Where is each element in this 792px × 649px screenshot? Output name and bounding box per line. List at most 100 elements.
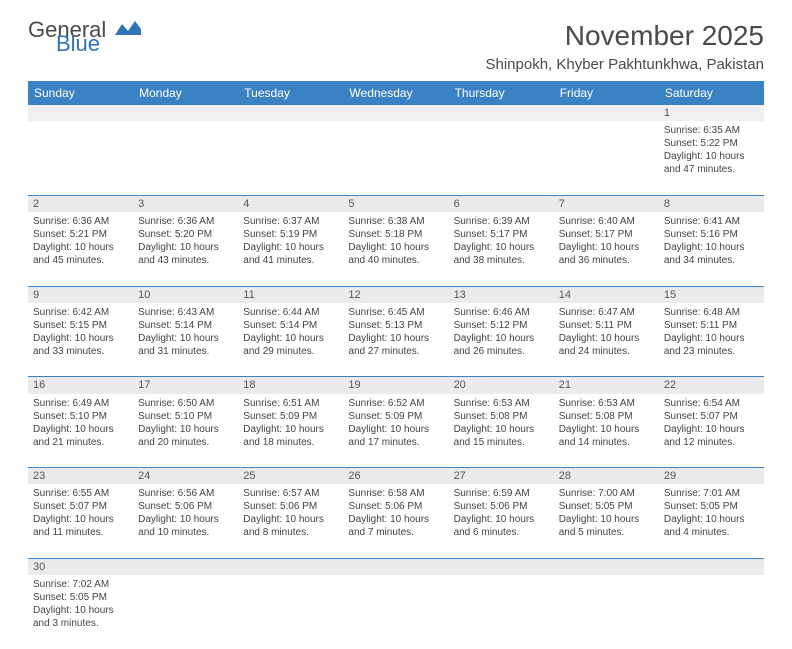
daylight-text-2: and 23 minutes. — [664, 345, 759, 358]
sunset-text: Sunset: 5:17 PM — [454, 228, 549, 241]
day-cell: Sunrise: 6:53 AMSunset: 5:08 PMDaylight:… — [449, 394, 554, 468]
daylight-text-2: and 3 minutes. — [33, 617, 128, 630]
daylight-text-1: Daylight: 10 hours — [33, 423, 128, 436]
sunset-text: Sunset: 5:06 PM — [243, 500, 338, 513]
day-cell — [554, 121, 659, 195]
sunset-text: Sunset: 5:20 PM — [138, 228, 233, 241]
day-cell: Sunrise: 6:42 AMSunset: 5:15 PMDaylight:… — [28, 303, 133, 377]
daylight-text-1: Daylight: 10 hours — [348, 241, 443, 254]
daylight-text-1: Daylight: 10 hours — [454, 423, 549, 436]
day-cell: Sunrise: 6:40 AMSunset: 5:17 PMDaylight:… — [554, 212, 659, 286]
daylight-text-1: Daylight: 10 hours — [33, 332, 128, 345]
sunrise-text: Sunrise: 6:58 AM — [348, 487, 443, 500]
sunrise-text: Sunrise: 6:59 AM — [454, 487, 549, 500]
week-row: Sunrise: 6:35 AMSunset: 5:22 PMDaylight:… — [28, 121, 764, 195]
sunrise-text: Sunrise: 6:44 AM — [243, 306, 338, 319]
day-number-cell — [554, 105, 659, 121]
sunrise-text: Sunrise: 6:37 AM — [243, 215, 338, 228]
daylight-text-1: Daylight: 10 hours — [454, 513, 549, 526]
day-cell: Sunrise: 6:35 AMSunset: 5:22 PMDaylight:… — [659, 121, 764, 195]
day-cell: Sunrise: 6:44 AMSunset: 5:14 PMDaylight:… — [238, 303, 343, 377]
daylight-text-1: Daylight: 10 hours — [348, 513, 443, 526]
sunrise-text: Sunrise: 6:47 AM — [559, 306, 654, 319]
sunset-text: Sunset: 5:07 PM — [664, 410, 759, 423]
daylight-text-2: and 8 minutes. — [243, 526, 338, 539]
day-number-cell: 25 — [238, 468, 343, 485]
daylight-text-1: Daylight: 10 hours — [664, 150, 759, 163]
sunset-text: Sunset: 5:18 PM — [348, 228, 443, 241]
sunset-text: Sunset: 5:06 PM — [454, 500, 549, 513]
sunset-text: Sunset: 5:12 PM — [454, 319, 549, 332]
month-title: November 2025 — [485, 20, 764, 52]
daylight-text-2: and 20 minutes. — [138, 436, 233, 449]
day-cell — [343, 575, 448, 649]
sunrise-text: Sunrise: 6:53 AM — [559, 397, 654, 410]
sunset-text: Sunset: 5:05 PM — [33, 591, 128, 604]
day-cell: Sunrise: 7:02 AMSunset: 5:05 PMDaylight:… — [28, 575, 133, 649]
daylight-text-1: Daylight: 10 hours — [243, 423, 338, 436]
sunset-text: Sunset: 5:17 PM — [559, 228, 654, 241]
daynum-row: 9101112131415 — [28, 286, 764, 303]
day-number-cell: 9 — [28, 286, 133, 303]
location-text: Shinpokh, Khyber Pakhtunkhwa, Pakistan — [485, 56, 764, 73]
daynum-row: 30 — [28, 558, 764, 575]
day-number-cell: 6 — [449, 195, 554, 212]
day-number-cell — [133, 558, 238, 575]
daylight-text-1: Daylight: 10 hours — [664, 513, 759, 526]
day-number-cell: 14 — [554, 286, 659, 303]
weekday-header: Saturday — [659, 81, 764, 105]
daylight-text-2: and 14 minutes. — [559, 436, 654, 449]
weekday-header-row: Sunday Monday Tuesday Wednesday Thursday… — [28, 81, 764, 105]
sunrise-text: Sunrise: 6:49 AM — [33, 397, 128, 410]
sunrise-text: Sunrise: 6:57 AM — [243, 487, 338, 500]
day-number-cell: 7 — [554, 195, 659, 212]
day-number-cell — [343, 558, 448, 575]
sunrise-text: Sunrise: 6:36 AM — [138, 215, 233, 228]
sunset-text: Sunset: 5:09 PM — [243, 410, 338, 423]
daylight-text-2: and 47 minutes. — [664, 163, 759, 176]
sunset-text: Sunset: 5:13 PM — [348, 319, 443, 332]
daylight-text-2: and 43 minutes. — [138, 254, 233, 267]
sunrise-text: Sunrise: 6:46 AM — [454, 306, 549, 319]
weekday-header: Wednesday — [343, 81, 448, 105]
day-cell: Sunrise: 7:00 AMSunset: 5:05 PMDaylight:… — [554, 484, 659, 558]
day-cell: Sunrise: 6:36 AMSunset: 5:20 PMDaylight:… — [133, 212, 238, 286]
daylight-text-1: Daylight: 10 hours — [454, 332, 549, 345]
daylight-text-2: and 29 minutes. — [243, 345, 338, 358]
day-number-cell — [449, 558, 554, 575]
daylight-text-2: and 4 minutes. — [664, 526, 759, 539]
daylight-text-1: Daylight: 10 hours — [138, 332, 233, 345]
sunrise-text: Sunrise: 6:56 AM — [138, 487, 233, 500]
sunrise-text: Sunrise: 7:00 AM — [559, 487, 654, 500]
sunrise-text: Sunrise: 6:40 AM — [559, 215, 654, 228]
daylight-text-1: Daylight: 10 hours — [559, 241, 654, 254]
sunrise-text: Sunrise: 6:42 AM — [33, 306, 128, 319]
sunrise-text: Sunrise: 6:55 AM — [33, 487, 128, 500]
daylight-text-2: and 5 minutes. — [559, 526, 654, 539]
daynum-row: 16171819202122 — [28, 377, 764, 394]
sunset-text: Sunset: 5:06 PM — [348, 500, 443, 513]
daylight-text-2: and 34 minutes. — [664, 254, 759, 267]
day-cell: Sunrise: 6:53 AMSunset: 5:08 PMDaylight:… — [554, 394, 659, 468]
day-cell — [133, 121, 238, 195]
sunrise-text: Sunrise: 6:50 AM — [138, 397, 233, 410]
daylight-text-1: Daylight: 10 hours — [348, 332, 443, 345]
daylight-text-2: and 21 minutes. — [33, 436, 128, 449]
daylight-text-1: Daylight: 10 hours — [348, 423, 443, 436]
daynum-row: 2345678 — [28, 195, 764, 212]
day-number-cell: 28 — [554, 468, 659, 485]
flag-icon — [115, 24, 141, 41]
daynum-row: 1 — [28, 105, 764, 121]
sunset-text: Sunset: 5:22 PM — [664, 137, 759, 150]
daylight-text-2: and 6 minutes. — [454, 526, 549, 539]
day-cell: Sunrise: 6:57 AMSunset: 5:06 PMDaylight:… — [238, 484, 343, 558]
week-row: Sunrise: 6:49 AMSunset: 5:10 PMDaylight:… — [28, 394, 764, 468]
day-number-cell: 29 — [659, 468, 764, 485]
day-cell — [449, 575, 554, 649]
daylight-text-1: Daylight: 10 hours — [138, 513, 233, 526]
day-cell — [28, 121, 133, 195]
day-cell: Sunrise: 6:51 AMSunset: 5:09 PMDaylight:… — [238, 394, 343, 468]
day-number-cell: 15 — [659, 286, 764, 303]
sunset-text: Sunset: 5:05 PM — [664, 500, 759, 513]
day-number-cell: 24 — [133, 468, 238, 485]
